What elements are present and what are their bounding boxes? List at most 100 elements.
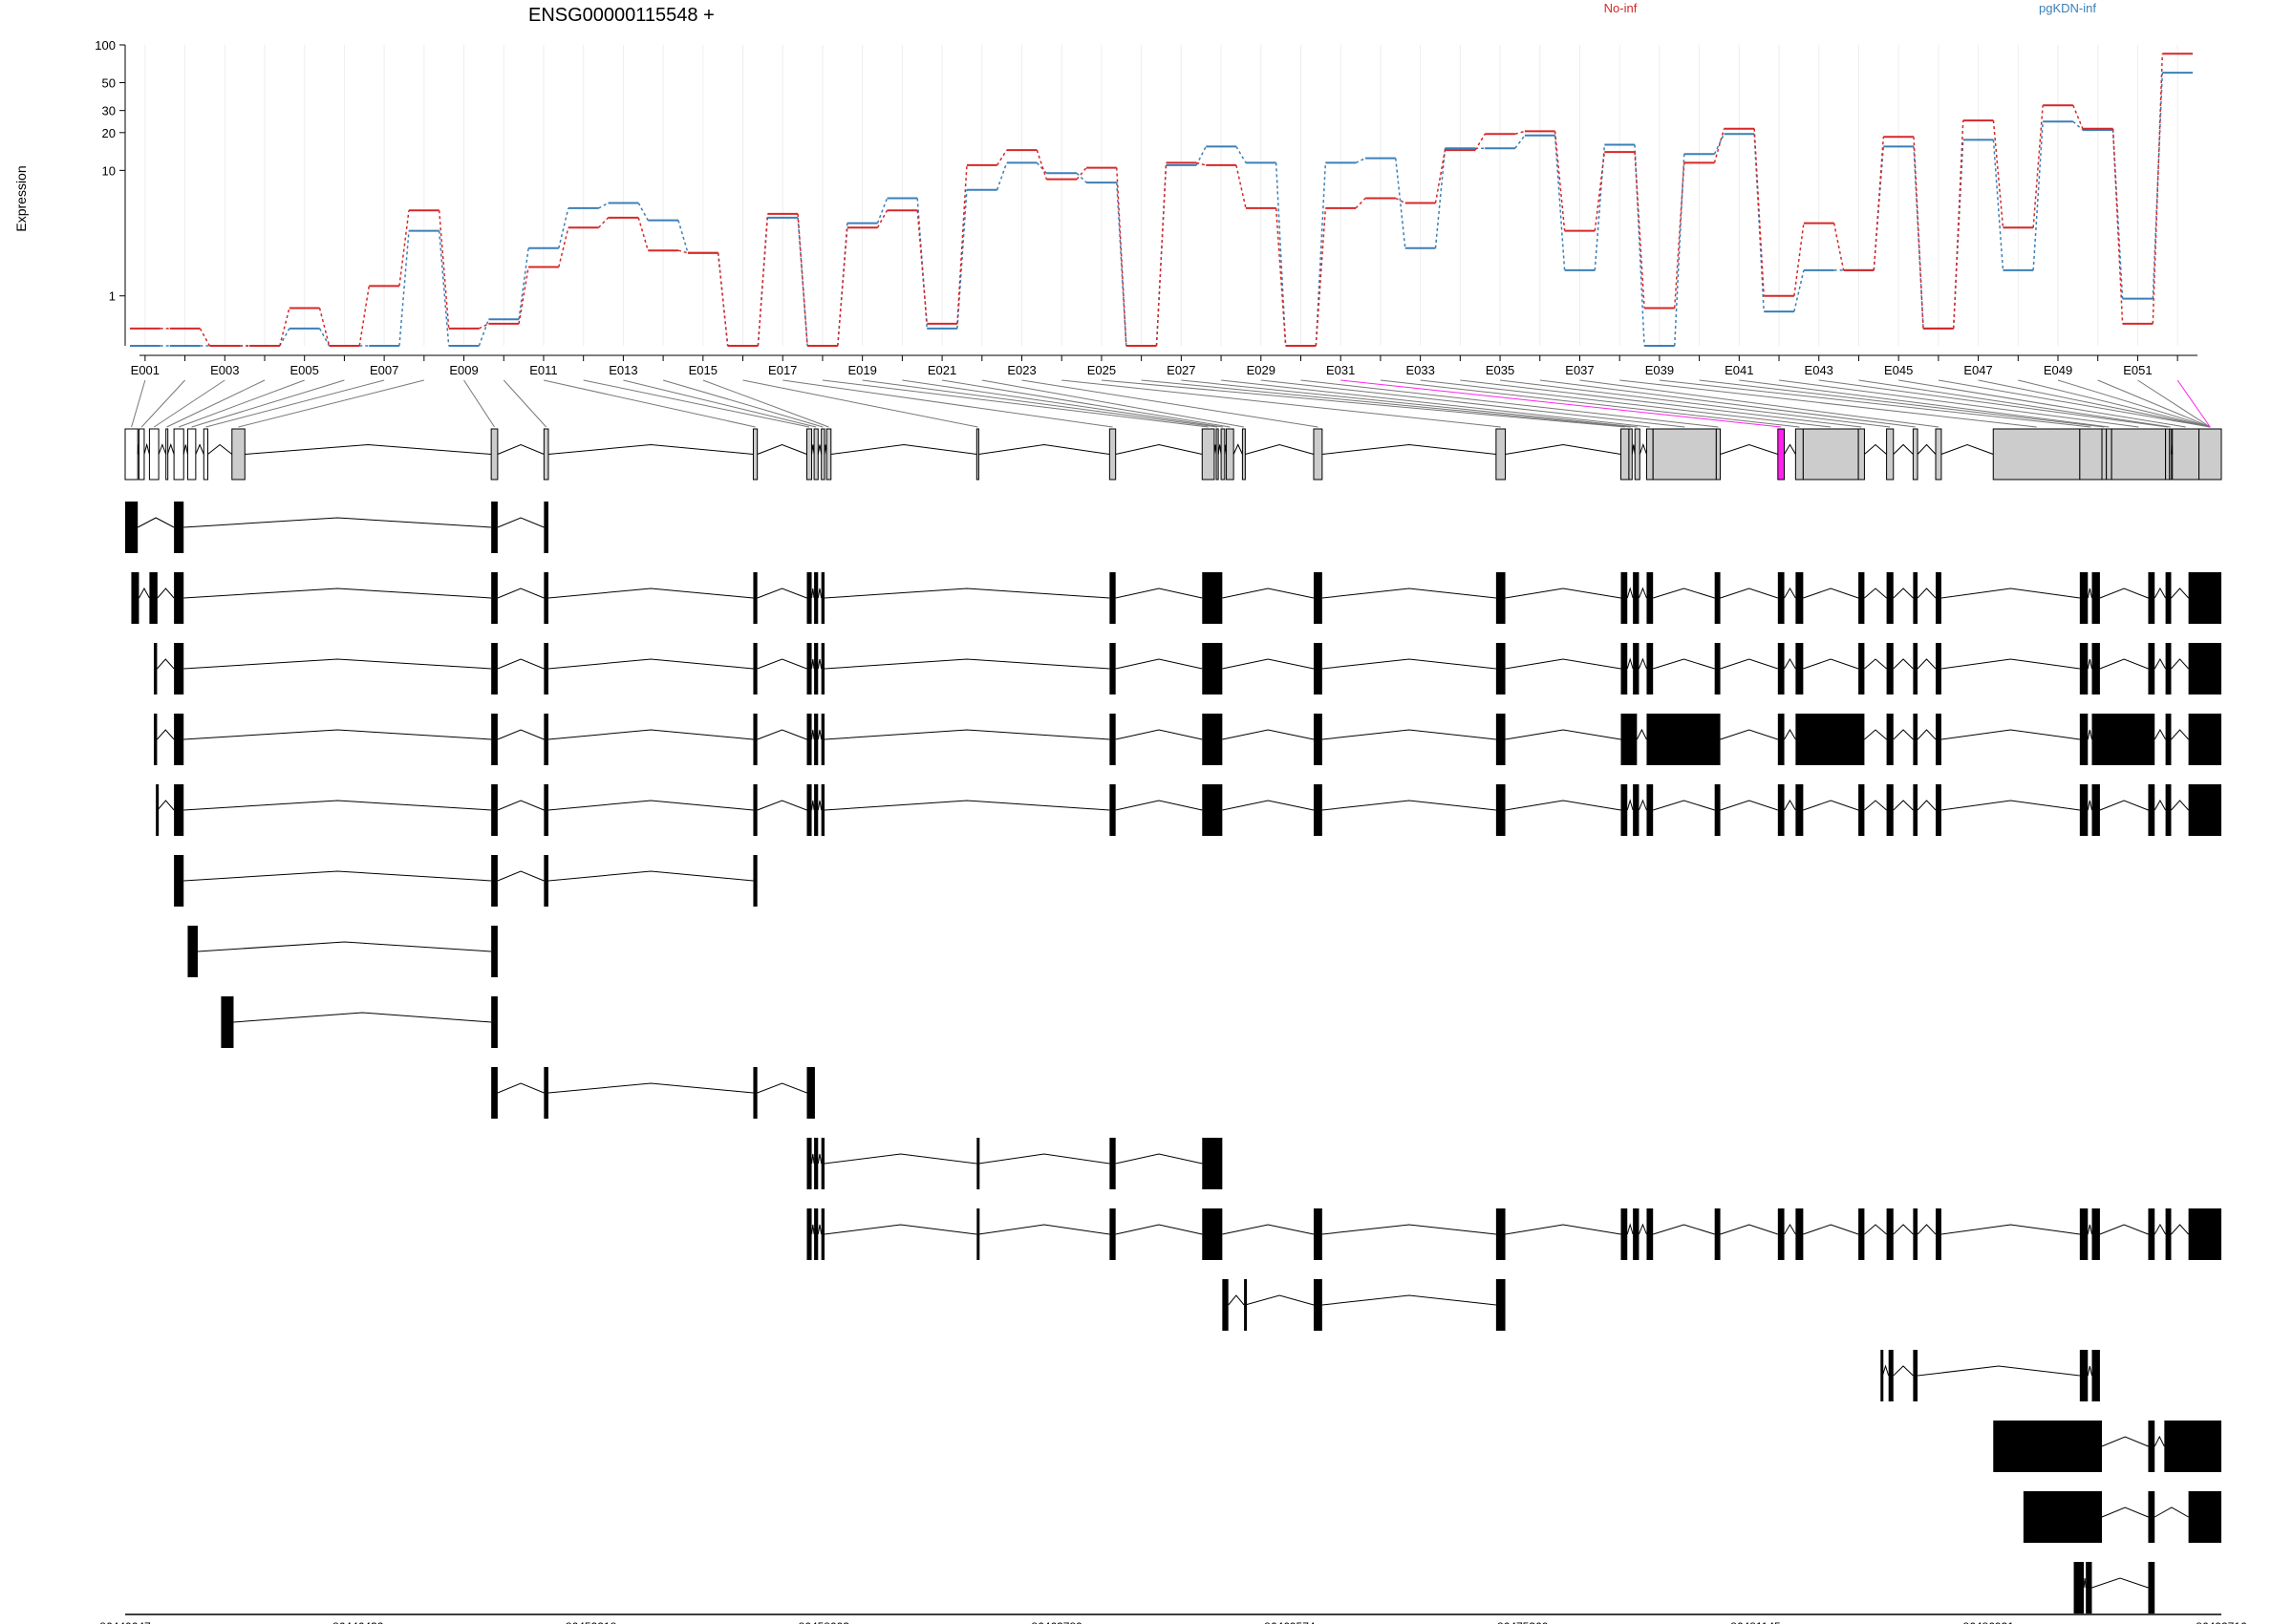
transcript-intron <box>197 941 492 952</box>
transcript-intron <box>1940 800 2080 811</box>
transcript-intron <box>2154 1506 2189 1518</box>
exon-bin <box>1634 428 1640 481</box>
transcript-intron <box>757 800 807 811</box>
y-axis-label: Expression <box>13 165 29 231</box>
exon-connector <box>238 379 424 428</box>
transcript-intron <box>1505 729 1621 740</box>
exon-connector <box>2176 379 2211 428</box>
exon-bin <box>1226 428 1234 481</box>
intron-line <box>2170 444 2174 455</box>
transcript-intron <box>811 800 815 811</box>
transcript-intron <box>1720 658 1778 670</box>
transcript-intron <box>2101 1436 2149 1447</box>
transcript-exon <box>1714 643 1721 694</box>
transcript-exon <box>2073 1562 2085 1613</box>
exon-bin <box>2079 428 2103 481</box>
series-connector <box>398 210 410 287</box>
transcript-exon <box>1913 714 1918 765</box>
transcript-exon <box>174 784 184 836</box>
transcript-intron <box>1940 729 2080 740</box>
exon-bin <box>975 428 979 481</box>
y-tick-label: 10 <box>102 163 116 178</box>
series-connector <box>1315 207 1327 347</box>
transcript-intron <box>2154 1223 2167 1235</box>
x-tick-label: E037 <box>1565 363 1594 377</box>
transcript-exon <box>544 572 548 624</box>
transcript-exon <box>1620 784 1628 836</box>
transcript-exon <box>814 572 819 624</box>
transcript-exon <box>1913 1208 1918 1260</box>
series-connector <box>1514 135 1526 149</box>
transcript-exon <box>544 855 548 907</box>
transcript-exon <box>2079 643 2089 694</box>
transcript-exon <box>1109 1138 1116 1189</box>
transcript-intron <box>497 658 545 670</box>
transcript-exon <box>1777 572 1785 624</box>
transcript-track <box>187 926 498 977</box>
x-tick-label: E027 <box>1167 363 1195 377</box>
transcript-exon <box>1913 572 1918 624</box>
exon-connector <box>1380 379 1800 428</box>
transcript-intron <box>817 588 823 599</box>
transcript-exon <box>753 1067 758 1119</box>
exon-bin <box>1201 428 1215 481</box>
exon-bin <box>1645 428 1654 481</box>
series-connector <box>2111 129 2124 299</box>
transcript-intron <box>1720 800 1778 811</box>
exon-connector <box>1141 379 1631 428</box>
transcript-exon <box>821 572 825 624</box>
intron-line <box>143 442 150 455</box>
series-connector <box>1195 146 1207 166</box>
series-connector <box>1434 148 1447 248</box>
y-tick-label: 30 <box>102 104 116 118</box>
transcript-exon <box>491 1067 498 1119</box>
transcript-exon <box>1633 643 1639 694</box>
series-connector <box>1793 223 1805 296</box>
series-connector <box>1634 144 1645 347</box>
transcript-intron <box>1115 1153 1203 1165</box>
intron-line <box>1232 443 1243 455</box>
series-connector <box>1275 162 1287 347</box>
transcript-exon <box>1714 572 1721 624</box>
intron-line <box>1940 443 1994 455</box>
transcript-intron <box>978 1153 1110 1165</box>
transcript-intron <box>1115 800 1203 811</box>
transcript-intron <box>1864 588 1887 599</box>
transcript-intron <box>757 658 807 670</box>
series-connector <box>1275 207 1287 347</box>
transcript-exon <box>1202 1208 1223 1260</box>
exon-bin <box>752 428 759 481</box>
transcript-exon <box>753 572 758 624</box>
transcript-exon <box>491 502 498 553</box>
transcript-intron <box>1864 658 1887 670</box>
exon-connector <box>1619 379 2037 428</box>
y-tick-label: 1 <box>109 289 116 304</box>
series-connector <box>1395 158 1406 248</box>
series-connector <box>1076 167 1087 181</box>
series-connector <box>1673 162 1685 309</box>
transcript-exon <box>1202 714 1223 765</box>
transcript-exon <box>2188 1208 2221 1260</box>
transcript-exon <box>2091 572 2100 624</box>
transcript-exon <box>1202 643 1223 694</box>
transcript-exon <box>1633 572 1639 624</box>
transcript-exon <box>1858 1208 1865 1260</box>
chart-title: ENSG00000115548 + <box>528 5 715 26</box>
x-tick-label: E009 <box>449 363 478 377</box>
transcript-exon <box>1993 1421 2103 1472</box>
transcript-intron <box>183 658 492 670</box>
intron-line <box>1505 443 1621 455</box>
series-connector <box>1235 164 1247 209</box>
y-tick-label: 100 <box>95 38 116 53</box>
exon-connector <box>543 379 756 428</box>
series-pgKDN-inf <box>130 72 2193 347</box>
exon-connector <box>503 379 547 428</box>
series-connector <box>1076 172 1087 183</box>
series-connector <box>1594 152 1606 231</box>
transcript-track <box>2023 1491 2221 1543</box>
intron-line <box>1224 444 1228 455</box>
series-connector <box>1155 162 1168 347</box>
transcript-intron <box>1803 800 1859 811</box>
transcript-exon <box>125 502 139 553</box>
transcript-intron <box>1784 1224 1796 1235</box>
